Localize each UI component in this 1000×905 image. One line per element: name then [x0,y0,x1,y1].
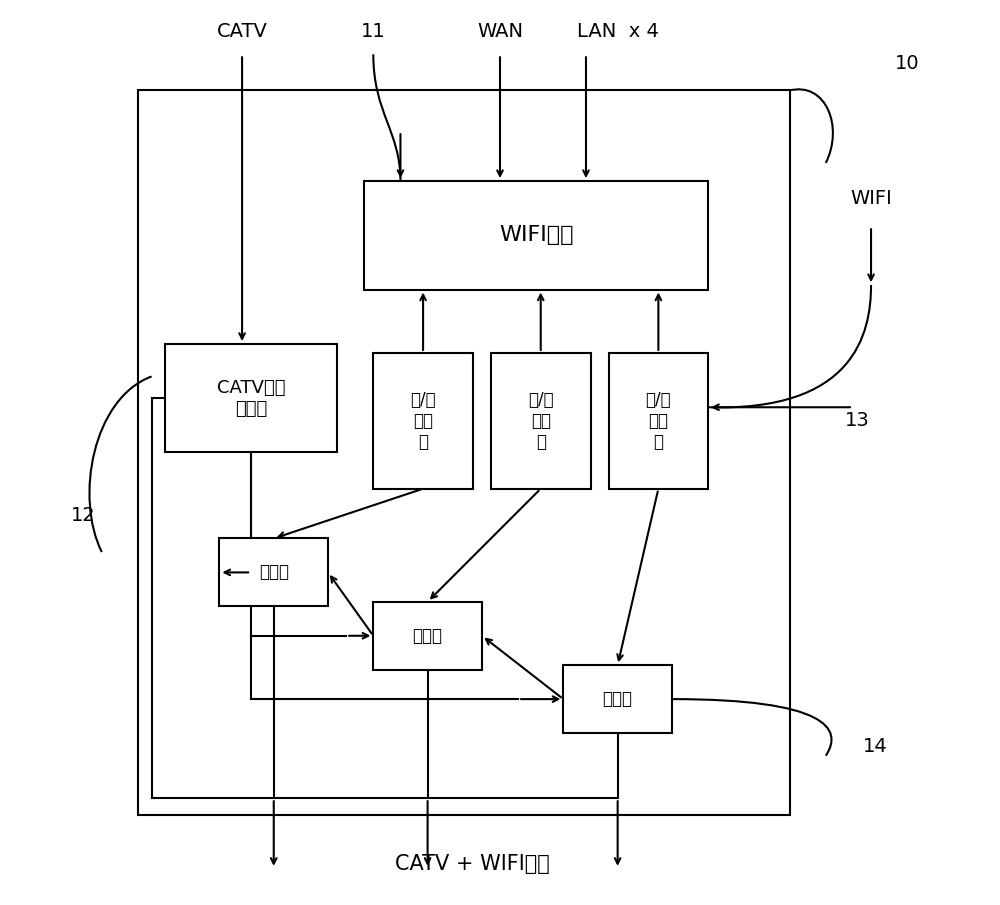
Bar [563,665,672,733]
Bar [373,353,473,489]
Text: CATV信号
分配器: CATV信号 分配器 [217,379,285,417]
Bar [138,90,790,814]
Bar [373,602,482,670]
Text: 升/降
频模
块: 升/降 频模 块 [410,391,436,451]
Text: CATV + WIFI降频: CATV + WIFI降频 [395,854,550,874]
Text: WIFI芯片: WIFI芯片 [499,225,573,245]
Text: 10: 10 [895,54,920,72]
Text: 升/降
频模
块: 升/降 频模 块 [528,391,554,451]
Text: 双工器: 双工器 [413,627,443,644]
Bar [364,181,708,290]
Bar [491,353,590,489]
Bar [219,538,328,606]
Text: CATV: CATV [217,22,268,41]
Text: 双工器: 双工器 [259,564,289,581]
Text: WIFI: WIFI [850,189,892,208]
Text: 11: 11 [361,22,386,41]
Text: 14: 14 [863,738,888,756]
Bar [165,344,337,452]
Text: 双工器: 双工器 [603,691,633,708]
Text: 升/降
频模
块: 升/降 频模 块 [646,391,671,451]
Text: LAN  x 4: LAN x 4 [577,22,659,41]
Text: 12: 12 [71,507,96,525]
Text: WAN: WAN [477,22,523,41]
Text: 13: 13 [845,412,870,430]
Bar [609,353,708,489]
